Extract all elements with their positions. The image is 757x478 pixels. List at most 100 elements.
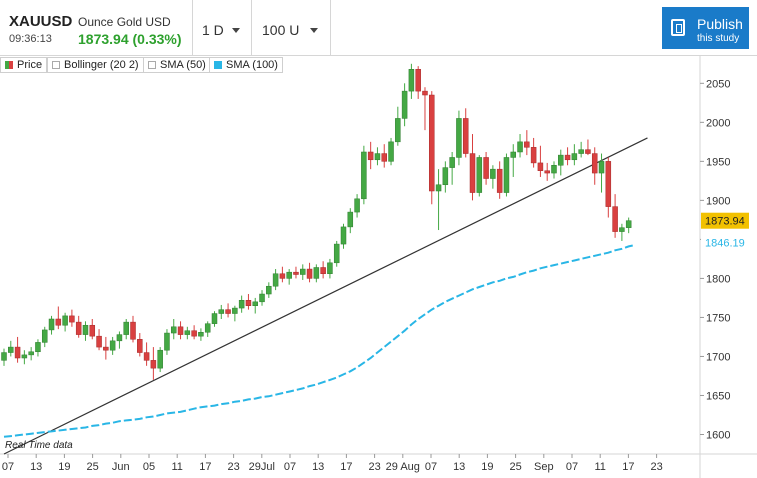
candle-body[interactable] (395, 118, 401, 143)
candle-body[interactable] (143, 352, 150, 361)
candle-body[interactable] (456, 118, 462, 158)
candle-body[interactable] (578, 149, 584, 154)
candle-body[interactable] (177, 326, 184, 335)
candle-body[interactable] (537, 162, 544, 171)
trendline[interactable] (3, 137, 648, 455)
candle-body[interactable] (204, 323, 211, 333)
candle-body[interactable] (510, 151, 516, 158)
candle-body[interactable] (435, 184, 442, 192)
candle-body[interactable] (598, 161, 605, 174)
candle-body[interactable] (225, 309, 231, 314)
units-dropdown[interactable]: 100 U (252, 0, 331, 55)
candle-body[interactable] (184, 330, 191, 335)
candle-body[interactable] (381, 153, 387, 162)
candle-body[interactable] (130, 321, 136, 340)
candle-body[interactable] (252, 301, 258, 306)
candle-body[interactable] (619, 227, 625, 232)
candle-body[interactable] (8, 346, 14, 353)
candle-body[interactable] (422, 90, 428, 96)
candle-body[interactable] (571, 153, 578, 161)
candle-body[interactable] (48, 318, 55, 331)
legend-bollinger[interactable]: Bollinger (20 2) (47, 57, 144, 73)
candle-body[interactable] (41, 329, 48, 343)
candle-body[interactable] (496, 168, 503, 193)
candle-body[interactable] (361, 151, 367, 200)
candle-body[interactable] (558, 154, 564, 166)
candle-body[interactable] (483, 157, 489, 179)
candle-body[interactable] (55, 318, 62, 326)
candle-body[interactable] (429, 94, 435, 192)
candle-body[interactable] (272, 273, 279, 287)
candle-body[interactable] (198, 332, 204, 337)
candle-body[interactable] (35, 342, 41, 353)
candle-body[interactable] (191, 330, 197, 337)
candle-body[interactable] (171, 326, 177, 334)
candle-body[interactable] (551, 165, 557, 174)
candle-body[interactable] (164, 332, 170, 351)
candle-body[interactable] (503, 157, 510, 193)
candle-body[interactable] (347, 211, 354, 228)
candle-body[interactable] (75, 321, 82, 335)
candle-body[interactable] (401, 90, 408, 119)
publish-button[interactable]: Publish this study (662, 7, 749, 49)
candle-body[interactable] (320, 267, 326, 274)
legend-price[interactable]: Price (0, 57, 48, 73)
candle-body[interactable] (293, 271, 299, 275)
candle-body[interactable] (605, 161, 612, 207)
candle-body[interactable] (238, 300, 245, 309)
candle-body[interactable] (367, 151, 374, 161)
candle-body[interactable] (585, 149, 591, 154)
candle-body[interactable] (62, 315, 68, 326)
candle-body[interactable] (612, 206, 618, 232)
candle-body[interactable] (116, 334, 123, 342)
candle-body[interactable] (408, 69, 415, 92)
candle-body[interactable] (354, 198, 360, 213)
candle-body[interactable] (300, 268, 306, 275)
candle-body[interactable] (157, 349, 163, 369)
candle-body[interactable] (28, 351, 34, 356)
candle-body[interactable] (340, 226, 347, 245)
candle-body[interactable] (415, 69, 421, 92)
candle-body[interactable] (313, 267, 320, 279)
legend-sma100[interactable]: SMA (100) (209, 57, 283, 73)
candle-body[interactable] (211, 313, 218, 324)
candle-body[interactable] (89, 324, 96, 337)
candle-body[interactable] (69, 315, 75, 323)
candle-body[interactable] (259, 293, 265, 303)
legend-sma50[interactable]: SMA (50) (143, 57, 211, 73)
candle-body[interactable] (306, 268, 313, 279)
price-chart[interactable]: 1600165017001750180018501900195020002050… (0, 56, 757, 478)
candle-body[interactable] (517, 141, 523, 153)
candle-body[interactable] (591, 153, 598, 174)
candle-body[interactable] (279, 273, 286, 279)
candle-body[interactable] (625, 220, 632, 228)
candle-body[interactable] (245, 300, 252, 306)
candle-body[interactable] (14, 346, 21, 359)
symbol-ticker[interactable]: XAUUSD (9, 13, 73, 30)
candle-body[interactable] (286, 271, 292, 279)
candle-body[interactable] (544, 170, 550, 174)
candle-body[interactable] (266, 285, 272, 295)
sma100-line[interactable] (3, 243, 636, 438)
candle-body[interactable] (469, 153, 476, 193)
candle-body[interactable] (327, 262, 333, 274)
candle-body[interactable] (21, 354, 28, 359)
candle-body[interactable] (530, 147, 537, 164)
candle-body[interactable] (462, 118, 469, 154)
candle-body[interactable] (442, 167, 449, 186)
candle-body[interactable] (103, 346, 109, 351)
candle-body[interactable] (82, 324, 89, 335)
candle-body[interactable] (388, 141, 394, 162)
candle-body[interactable] (109, 340, 116, 351)
candle-body[interactable] (123, 321, 129, 335)
candle-body[interactable] (96, 335, 102, 348)
candle-body[interactable] (490, 168, 496, 179)
candle-body[interactable] (137, 339, 143, 353)
candle-body[interactable] (232, 307, 238, 314)
candle-body[interactable] (374, 153, 381, 161)
candle-body[interactable] (150, 360, 157, 369)
candle-body[interactable] (1, 352, 7, 361)
candle-body[interactable] (524, 141, 530, 148)
candle-body[interactable] (218, 309, 225, 314)
candle-body[interactable] (564, 154, 571, 161)
